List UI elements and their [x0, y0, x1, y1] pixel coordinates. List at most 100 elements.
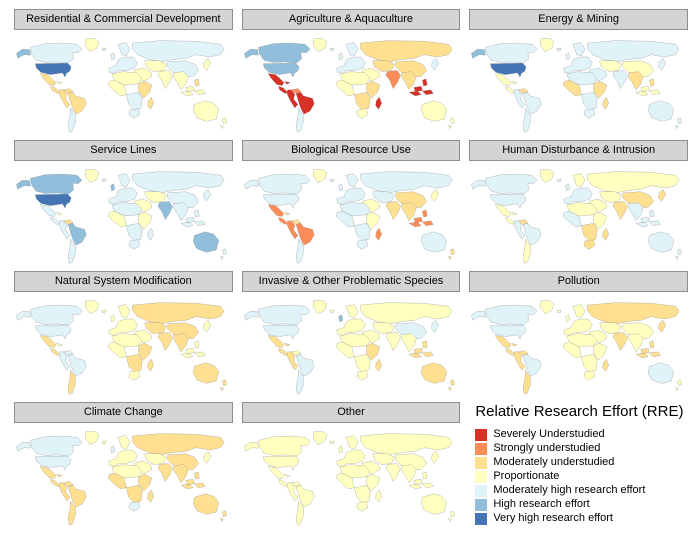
region-india	[613, 70, 629, 89]
region-brazil	[295, 354, 315, 377]
region-west_africa	[108, 341, 127, 359]
region-central_america	[277, 86, 288, 94]
region-new_zealand	[448, 510, 455, 522]
region-southern_cone	[295, 369, 304, 395]
region-australia	[420, 100, 447, 122]
region-japan	[658, 189, 667, 202]
region-central_asia	[372, 453, 395, 465]
world-map	[14, 37, 233, 140]
region-madagascar	[147, 96, 154, 110]
world-map-svg	[471, 38, 683, 133]
region-europe	[336, 56, 366, 74]
region-new_zealand	[220, 510, 227, 522]
region-japan	[203, 58, 211, 71]
region-alaska	[243, 311, 259, 321]
region-central_asia	[599, 322, 622, 334]
world-map	[469, 37, 688, 140]
region-uk	[338, 314, 343, 323]
region-south_africa	[356, 239, 368, 250]
world-map-svg	[243, 431, 455, 526]
region-colombia_peru	[514, 220, 526, 240]
region-southern_cone	[295, 238, 304, 264]
region-mexico	[39, 73, 57, 86]
legend-swatch-high-effort	[475, 498, 488, 511]
region-greenland	[312, 169, 327, 183]
region-central_america	[505, 348, 516, 356]
world-map	[469, 299, 688, 402]
legend-item: Proportionate	[475, 470, 688, 483]
region-west_africa	[335, 210, 355, 228]
region-mexico	[495, 73, 512, 86]
region-europe	[108, 318, 138, 336]
region-europe	[108, 187, 138, 205]
legend-label: Proportionate	[493, 470, 560, 482]
region-south_africa	[128, 239, 140, 250]
region-cuba	[56, 474, 63, 478]
region-scandinavia	[345, 435, 358, 449]
region-south_africa	[128, 370, 140, 381]
region-india	[613, 332, 629, 351]
region-central_asia	[144, 191, 167, 203]
region-australia	[193, 100, 219, 122]
region-se_asia	[628, 202, 644, 221]
region-alaska	[471, 311, 486, 321]
region-usa	[262, 62, 299, 78]
panel-title-strip: Energy & Mining	[469, 9, 688, 30]
legend-swatch-severely-understudied	[475, 428, 488, 441]
region-japan	[431, 189, 439, 202]
legend-swatch-proportionate	[475, 470, 488, 483]
region-central_asia	[372, 60, 395, 72]
region-new_zealand	[220, 379, 227, 391]
region-venezuela	[63, 88, 74, 94]
region-colombia_peru	[58, 89, 71, 109]
region-uk	[110, 445, 115, 454]
region-greenland	[312, 431, 327, 445]
world-map	[14, 430, 233, 533]
region-central_america	[505, 217, 516, 225]
legend-title: Relative Research Effort (RRE)	[475, 403, 684, 420]
world-map	[469, 168, 688, 271]
region-mexico	[39, 466, 57, 479]
region-southern_africa	[126, 354, 143, 373]
region-central_america	[277, 348, 288, 356]
panel-title-strip: Other	[241, 402, 461, 423]
region-mexico	[267, 73, 284, 86]
region-east_africa	[138, 474, 153, 492]
region-mexico	[267, 466, 284, 479]
region-canada	[257, 304, 310, 326]
region-indonesia	[636, 217, 661, 228]
region-new_zealand	[448, 117, 455, 129]
region-australia	[420, 231, 447, 253]
region-usa	[35, 455, 72, 471]
region-russia	[587, 302, 680, 325]
region-iceland	[101, 440, 107, 445]
region-south_africa	[583, 108, 596, 119]
region-russia	[359, 40, 452, 63]
region-brazil	[67, 92, 87, 115]
region-west_africa	[563, 210, 582, 228]
region-russia	[359, 433, 452, 456]
region-alaska	[16, 49, 31, 59]
region-canada	[30, 173, 83, 195]
region-greenland	[84, 300, 100, 314]
region-mexico	[267, 204, 284, 217]
region-philippines	[194, 340, 200, 349]
region-scandinavia	[345, 42, 358, 56]
region-japan	[203, 320, 211, 333]
region-canada	[257, 42, 310, 64]
region-philippines	[421, 209, 428, 218]
region-india	[157, 201, 173, 220]
panel-title-strip: Pollution	[469, 271, 688, 292]
region-se_asia	[628, 333, 644, 352]
region-canada	[257, 435, 310, 457]
region-east_africa	[366, 474, 380, 492]
region-mexico	[495, 335, 512, 348]
region-new_zealand	[448, 379, 455, 391]
region-india	[385, 70, 401, 89]
region-russia	[359, 171, 452, 194]
region-colombia_peru	[58, 220, 71, 240]
region-southern_africa	[353, 485, 370, 504]
legend-label: Very high research effort	[493, 512, 613, 524]
region-uk	[565, 52, 571, 61]
legend-swatch-very-high-effort	[475, 512, 488, 525]
